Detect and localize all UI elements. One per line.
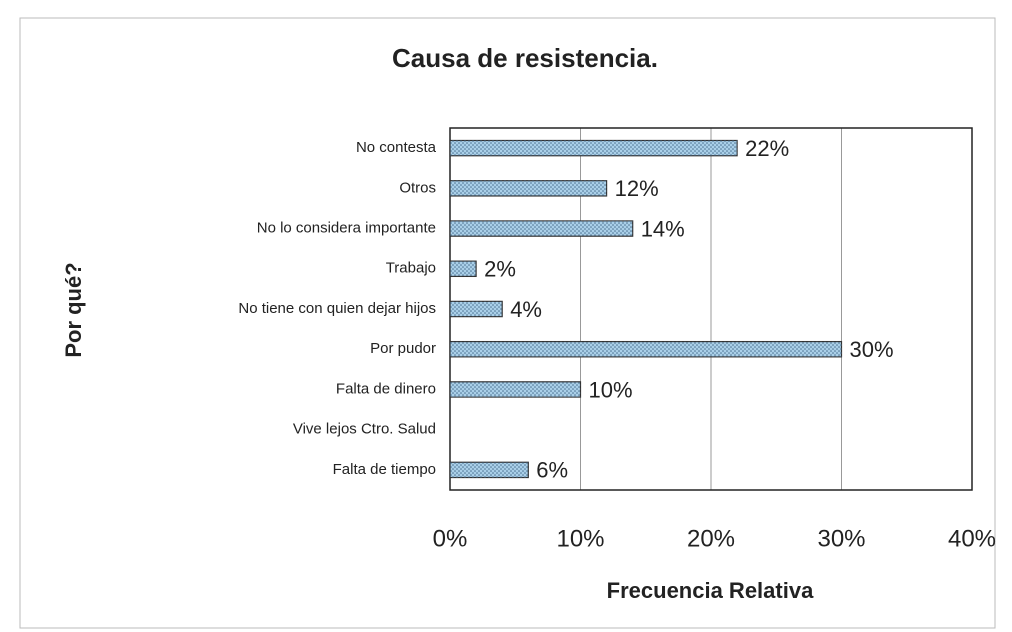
x-tick-label: 30%	[817, 525, 865, 552]
data-label: 30%	[850, 337, 894, 362]
y-tick-label: Vive lejos Ctro. Salud	[293, 421, 436, 438]
bar	[449, 300, 503, 318]
data-label: 6%	[536, 458, 568, 483]
data-label: 12%	[615, 176, 659, 201]
y-tick-label: No tiene con quien dejar hijos	[238, 300, 436, 317]
x-tick-label: 10%	[556, 525, 604, 552]
data-label: 14%	[641, 216, 685, 241]
data-label: 4%	[510, 297, 542, 322]
data-label: 22%	[745, 136, 789, 161]
x-tick-label: 0%	[433, 525, 468, 552]
frame	[19, 17, 996, 629]
x-axis-label: Frecuencia Relativa	[607, 578, 814, 603]
y-axis-label: Por qué?	[61, 262, 86, 357]
bar	[449, 340, 843, 358]
x-tick-label: 20%	[687, 525, 735, 552]
y-tick-label: Por pudor	[370, 340, 436, 357]
data-label: 10%	[589, 377, 633, 402]
bar	[449, 260, 477, 278]
chart-title: Causa de resistencia.	[392, 43, 658, 73]
y-tick-label: No lo considera importante	[257, 220, 436, 237]
y-tick-label: Falta de tiempo	[333, 461, 436, 478]
bar	[449, 139, 738, 157]
bar	[449, 381, 582, 398]
y-tick-label: Falta de dinero	[336, 380, 436, 397]
bar	[449, 220, 634, 237]
data-label: 2%	[484, 257, 516, 282]
bar	[449, 461, 529, 479]
y-tick-label: No contesta	[356, 139, 437, 156]
x-tick-label: 40%	[948, 525, 996, 552]
y-tick-label: Trabajo	[386, 260, 436, 277]
bar	[449, 180, 608, 197]
y-tick-label: Otros	[399, 179, 436, 196]
